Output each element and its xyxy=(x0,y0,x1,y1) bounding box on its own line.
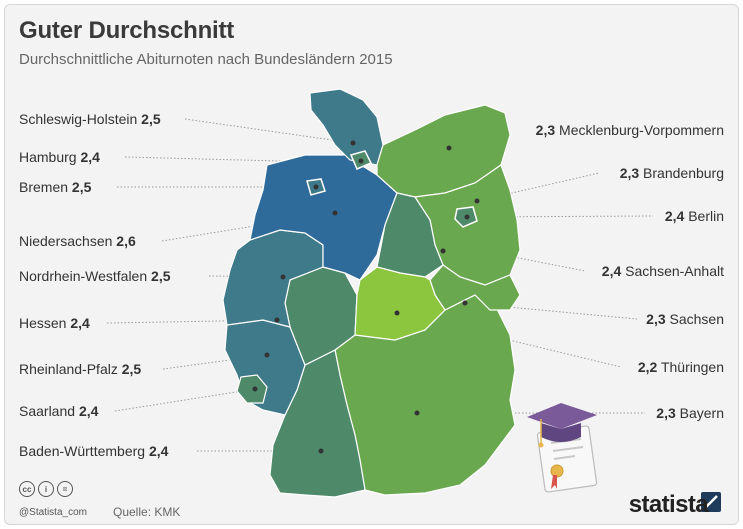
chart-subtitle: Durchschnittliche Abiturnoten nach Bunde… xyxy=(19,51,393,68)
statista-logo-icon xyxy=(701,492,721,512)
label-nordrhein-westfalen: Nordrhein-Westfalen 2,5 xyxy=(19,268,171,284)
label-brandenburg: 2,3 Brandenburg xyxy=(619,165,724,181)
label-saarland: Saarland 2,4 xyxy=(19,403,99,419)
diploma-icon xyxy=(536,425,598,493)
label-baden-wuerttemberg: Baden-Württemberg 2,4 xyxy=(19,443,169,459)
label-mecklenburg-vorpommern: 2,3 Mecklenburg-Vorpommern xyxy=(535,122,724,138)
label-sachsen: 2,3 Sachsen xyxy=(646,311,724,327)
label-bayern: 2,3 Bayern xyxy=(656,405,724,421)
germany-map xyxy=(106,88,721,512)
region-niedersachsen xyxy=(249,154,398,281)
label-thueringen: 2,2 Thüringen xyxy=(637,359,724,375)
infographic-frame: Guter Durchschnitt Durchschnittliche Abi… xyxy=(4,4,739,525)
chart-title: Guter Durchschnitt xyxy=(19,17,235,44)
label-bremen: Bremen 2,5 xyxy=(19,179,92,195)
label-hamburg: Hamburg 2,4 xyxy=(19,149,100,165)
label-rheinland-pfalz: Rheinland-Pfalz 2,5 xyxy=(19,361,142,377)
region-schleswig-holstein xyxy=(309,88,384,166)
license-icons: cc i = xyxy=(19,481,73,497)
capital-dots xyxy=(252,140,480,454)
label-berlin: 2,4 Berlin xyxy=(664,208,724,224)
statista-handle[interactable]: @Statista_com xyxy=(19,507,87,518)
label-schleswig-holstein: Schleswig-Holstein 2,5 xyxy=(19,111,161,127)
region-sachsen-anhalt xyxy=(376,192,444,278)
source-note: Quelle: KMK xyxy=(113,505,181,519)
cc-icon[interactable]: cc xyxy=(19,481,35,497)
statista-brand[interactable]: statista xyxy=(628,491,709,518)
label-niedersachsen: Niedersachsen 2,6 xyxy=(19,233,136,249)
region-saarland xyxy=(236,374,268,404)
graduation-cap-icon xyxy=(527,403,597,448)
region-baden-wuerttemberg xyxy=(269,349,366,498)
label-sachsen-anhalt: 2,4 Sachsen-Anhalt xyxy=(601,263,724,279)
label-hessen: Hessen 2,4 xyxy=(19,315,90,331)
region-thueringen xyxy=(354,266,446,341)
no-derivatives-icon[interactable]: = xyxy=(57,481,73,497)
attribution-icon[interactable]: i xyxy=(38,481,54,497)
